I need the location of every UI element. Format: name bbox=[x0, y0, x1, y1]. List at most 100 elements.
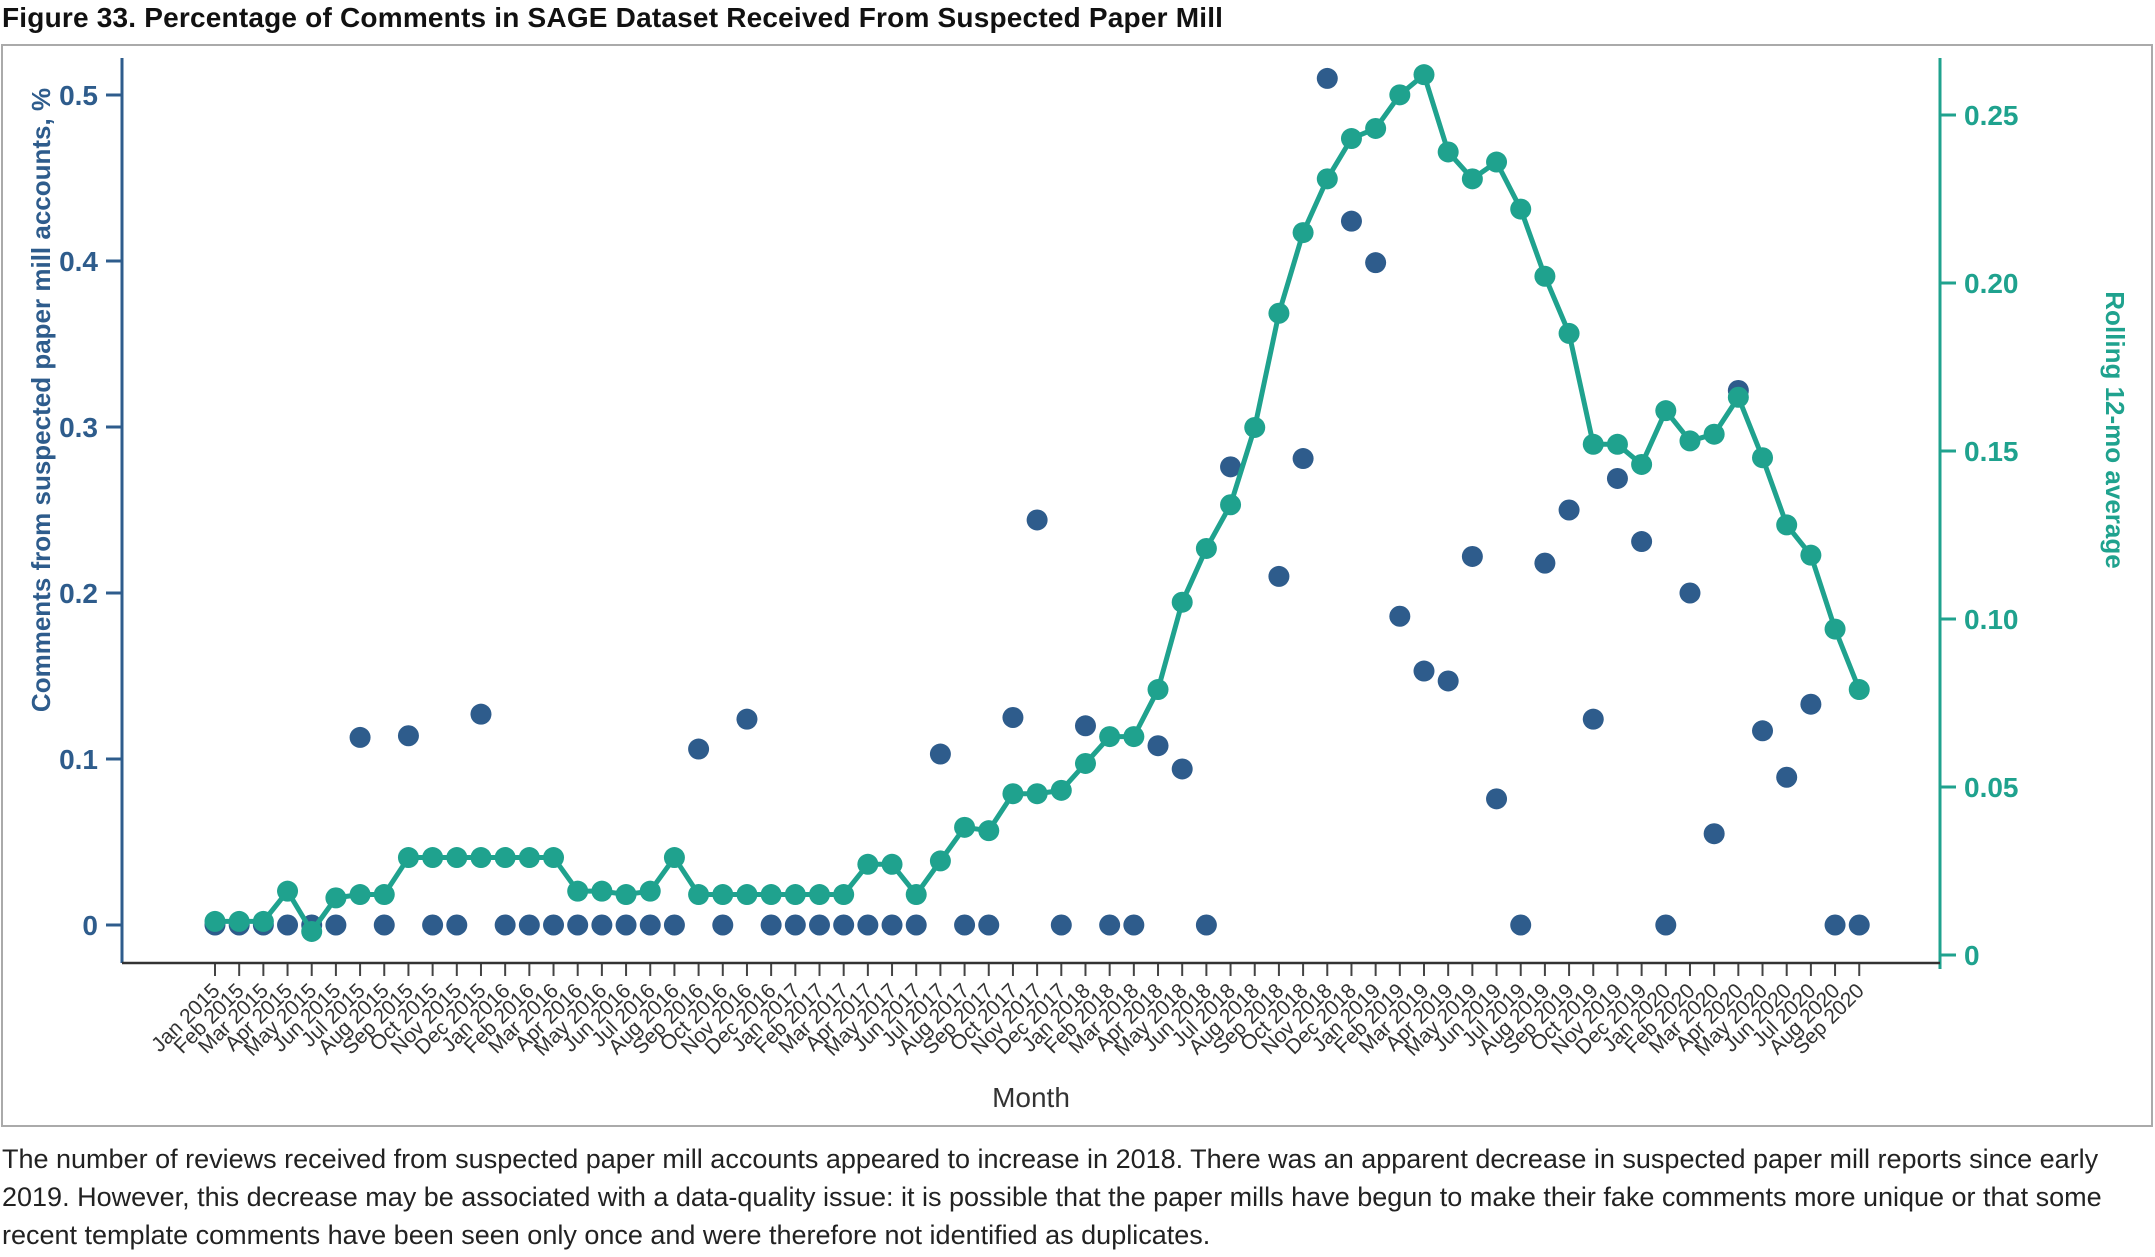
line-point bbox=[325, 887, 347, 909]
left-axis-tick-label: 0.2 bbox=[59, 578, 98, 609]
line-point bbox=[1220, 494, 1242, 516]
line-point bbox=[518, 847, 540, 869]
line-point bbox=[228, 910, 250, 932]
line-point bbox=[1365, 117, 1387, 139]
line-point bbox=[881, 853, 903, 875]
line-point bbox=[1099, 726, 1121, 748]
scatter-point bbox=[543, 914, 565, 936]
scatter-point bbox=[567, 914, 589, 936]
scatter-point bbox=[446, 914, 468, 936]
scatter-point bbox=[470, 703, 492, 725]
line-point bbox=[1050, 779, 1072, 801]
line-point bbox=[204, 910, 226, 932]
line-point bbox=[1582, 433, 1604, 455]
line-point bbox=[954, 816, 976, 838]
line-point bbox=[301, 920, 323, 942]
line-point bbox=[1655, 400, 1677, 422]
scatter-point bbox=[1195, 914, 1217, 936]
line-point bbox=[1026, 783, 1048, 805]
scatter-point bbox=[1413, 660, 1435, 682]
figure-caption: The number of reviews received from susp… bbox=[2, 1144, 2102, 1250]
left-axis-tick-label: 0.5 bbox=[59, 80, 98, 111]
scatter-point bbox=[1316, 67, 1338, 89]
line-point bbox=[1316, 168, 1338, 190]
scatter-point bbox=[1340, 210, 1362, 232]
scatter-point bbox=[809, 914, 830, 936]
line-point bbox=[1413, 64, 1435, 86]
left-axis-tick-label: 0.3 bbox=[59, 412, 98, 443]
line-point bbox=[1268, 302, 1290, 324]
line-point bbox=[1389, 84, 1411, 106]
scatter-point bbox=[760, 914, 782, 936]
scatter-point bbox=[1703, 823, 1725, 845]
line-point bbox=[1848, 679, 1870, 701]
scatter-point bbox=[1026, 509, 1048, 531]
scatter-point bbox=[857, 914, 879, 936]
scatter-point bbox=[1679, 582, 1701, 604]
line-point bbox=[1195, 537, 1217, 559]
scatter-point bbox=[1534, 552, 1556, 574]
line-point bbox=[1292, 222, 1314, 244]
right-axis-tick-label: 0.25 bbox=[1964, 100, 2019, 131]
line-point bbox=[1679, 430, 1701, 452]
line-point bbox=[1461, 168, 1483, 190]
scatter-point bbox=[397, 725, 419, 747]
scatter-point bbox=[1050, 914, 1072, 936]
scatter-point bbox=[1292, 448, 1314, 470]
scatter-point bbox=[1461, 545, 1483, 567]
scatter-point bbox=[736, 708, 758, 730]
scatter-point bbox=[518, 914, 540, 936]
x-axis-title: Month bbox=[992, 1082, 1070, 1113]
right-axis-tick-label: 0.05 bbox=[1964, 772, 2019, 803]
right-axis-tick-label: 0.15 bbox=[1964, 436, 2019, 467]
line-point bbox=[1340, 128, 1362, 150]
line-point bbox=[857, 853, 879, 875]
scatter-point bbox=[1002, 707, 1024, 728]
line-point bbox=[929, 850, 951, 872]
scatter-point bbox=[1752, 720, 1774, 742]
line-point bbox=[809, 884, 830, 906]
scatter-point bbox=[277, 914, 299, 936]
scatter-point bbox=[1074, 715, 1096, 737]
scatter-point bbox=[1171, 758, 1193, 780]
line-point bbox=[663, 847, 685, 869]
scatter-point bbox=[1268, 565, 1290, 587]
line-point bbox=[639, 880, 661, 902]
scatter-point bbox=[615, 914, 637, 936]
scatter-point bbox=[591, 914, 613, 936]
line-point bbox=[1074, 752, 1096, 774]
line-point bbox=[1123, 726, 1145, 748]
line-point bbox=[591, 880, 613, 902]
line-point bbox=[1800, 544, 1822, 566]
scatter-point bbox=[1099, 914, 1121, 936]
line-point bbox=[615, 884, 637, 906]
line-point bbox=[833, 884, 855, 906]
line-point bbox=[1002, 783, 1024, 805]
line-point bbox=[736, 884, 758, 906]
line-point bbox=[422, 847, 444, 869]
line-point bbox=[712, 884, 734, 906]
line-point bbox=[1147, 679, 1169, 701]
right-axis-tick-label: 0.20 bbox=[1964, 268, 2019, 299]
y-axis-right-title: Rolling 12-mo average bbox=[2100, 291, 2130, 568]
line-point bbox=[978, 820, 1000, 842]
line-point bbox=[905, 884, 927, 906]
left-axis-tick-label: 0.1 bbox=[59, 744, 98, 775]
right-axis-tick-label: 0 bbox=[1964, 940, 1980, 971]
scatter-point bbox=[1220, 456, 1242, 478]
scatter-point bbox=[1486, 788, 1508, 810]
line-point bbox=[1824, 618, 1846, 640]
scatter-point bbox=[349, 726, 371, 748]
left-axis-tick-label: 0.4 bbox=[59, 246, 98, 277]
line-point bbox=[373, 884, 395, 906]
scatter-point bbox=[1800, 693, 1822, 715]
line-point bbox=[1534, 265, 1556, 287]
line-point bbox=[543, 847, 565, 869]
scatter-point bbox=[833, 914, 855, 936]
scatter-point bbox=[325, 914, 347, 936]
line-point bbox=[1558, 322, 1580, 344]
scatter-point bbox=[1631, 531, 1653, 553]
scatter-point bbox=[1582, 708, 1604, 730]
scatter-point bbox=[1558, 499, 1580, 521]
line-point bbox=[1631, 453, 1653, 475]
